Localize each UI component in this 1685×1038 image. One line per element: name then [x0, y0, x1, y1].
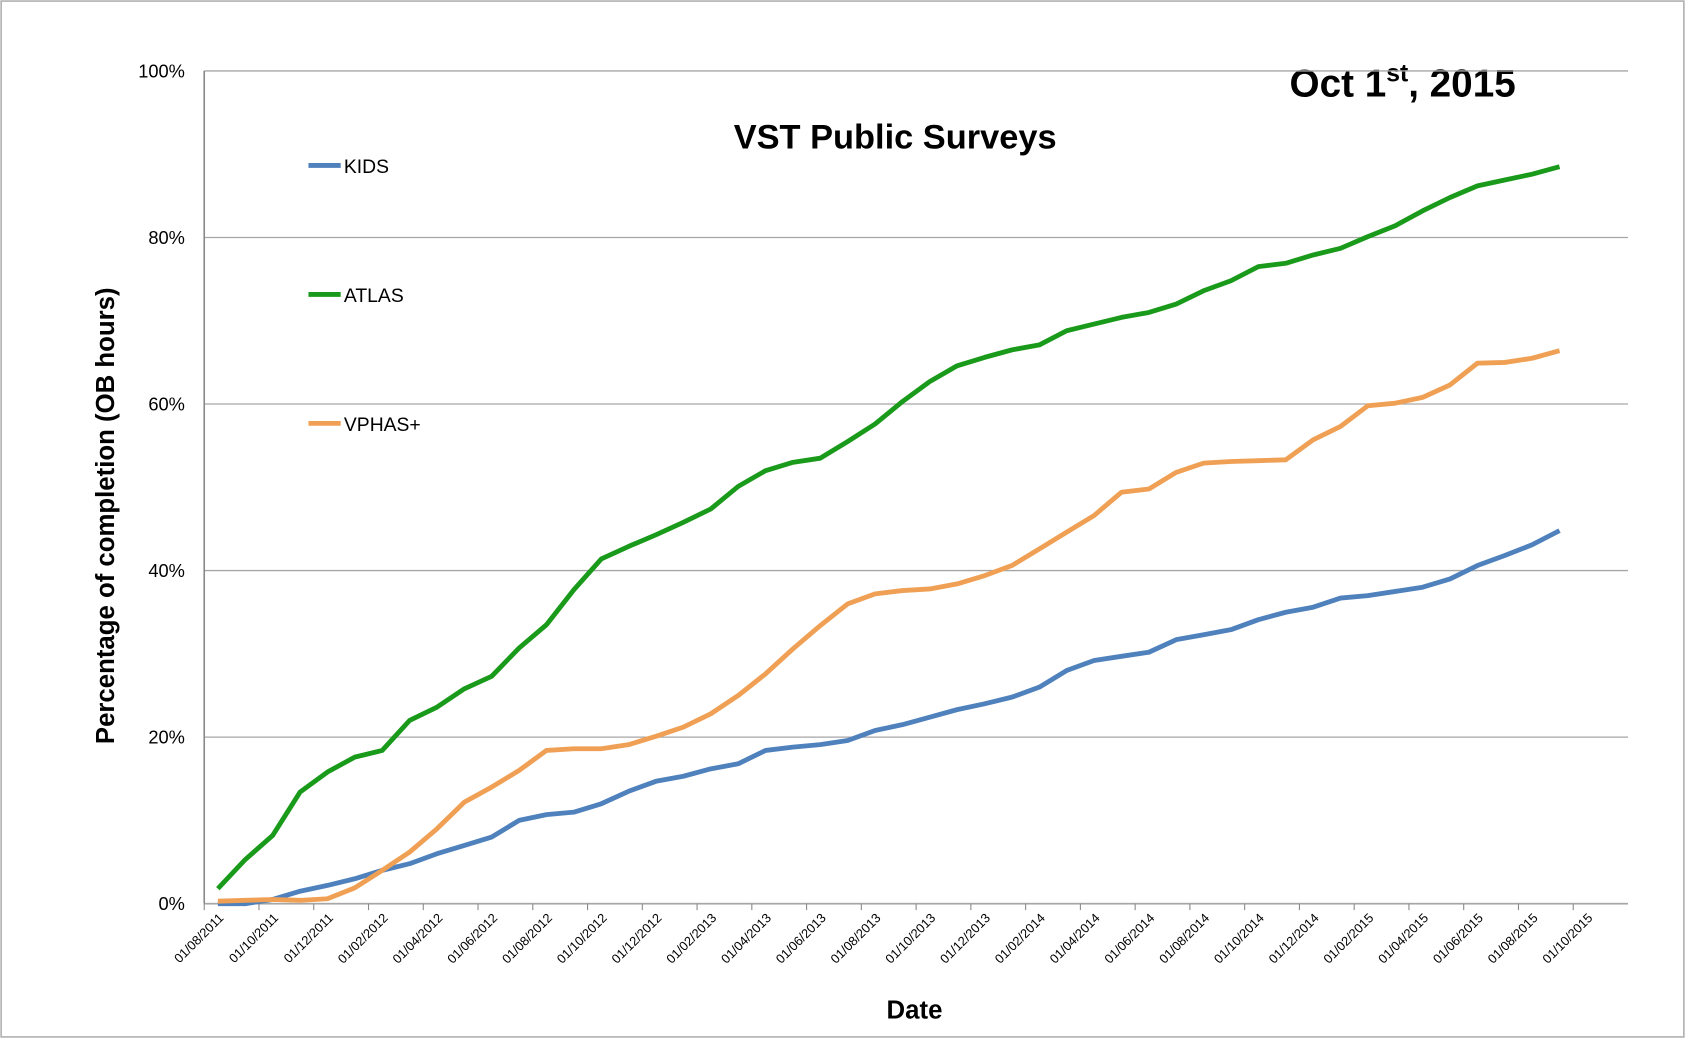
legend-label: KIDS: [344, 156, 389, 178]
y-tick-label: 20%: [148, 727, 185, 748]
y-tick-label: 60%: [148, 393, 185, 414]
x-axis-title: Date: [887, 997, 943, 1025]
y-tick-label: 80%: [148, 227, 185, 248]
legend-label: VPHAS+: [344, 414, 421, 436]
series-line: [217, 348, 1561, 904]
series-line: [216, 164, 1561, 891]
y-tick-label: 40%: [148, 560, 185, 581]
y-axis-title: Percentage of completion (OB hours): [92, 287, 120, 744]
annotation-sup: st: [1386, 61, 1408, 88]
annotation: Oct 1st, 2015: [1290, 61, 1516, 106]
y-tick-label: 100%: [138, 60, 185, 81]
legend-label: ATLAS: [344, 285, 404, 307]
annotation-part: Oct 1: [1290, 63, 1387, 106]
series-line: [217, 528, 1561, 907]
annotation-part: , 2015: [1408, 63, 1516, 106]
chart-title: VST Public Surveys: [734, 118, 1057, 156]
y-tick-label: 0%: [158, 893, 184, 914]
